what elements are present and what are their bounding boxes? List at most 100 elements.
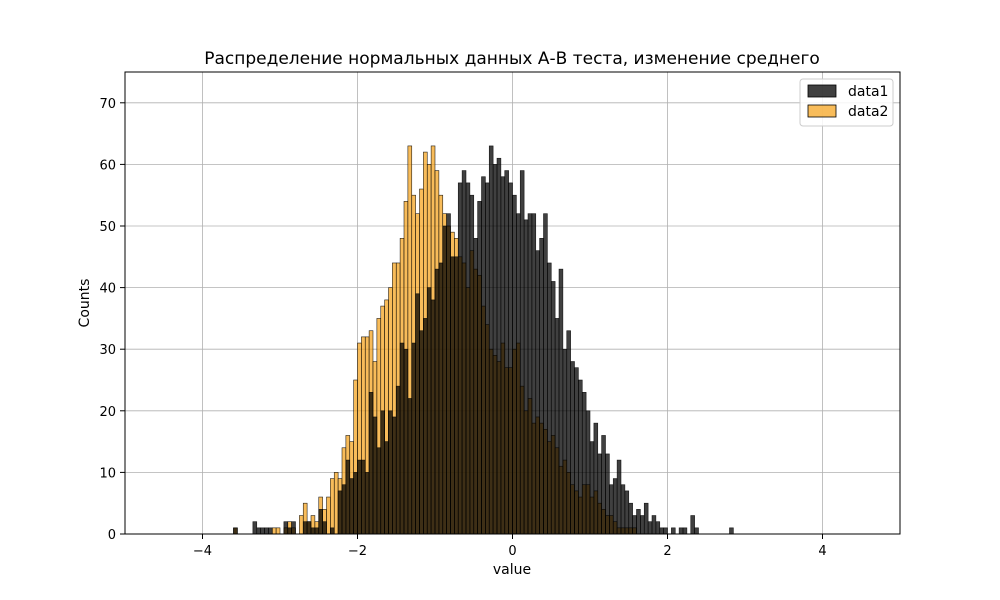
histogram-bar-data1 — [252, 521, 258, 535]
y-tick-label: 70 — [99, 97, 116, 112]
histogram-bar-data1 — [512, 194, 517, 535]
histogram-bar-data1 — [523, 219, 529, 535]
histogram-bar-data1 — [516, 213, 521, 535]
histogram-bar-data2 — [275, 527, 281, 535]
histogram-bar-data1 — [554, 318, 560, 535]
histogram-bar-data1 — [640, 515, 645, 535]
histogram-bar-data1 — [318, 509, 323, 535]
histogram-bar-data1 — [690, 515, 695, 535]
histogram-bar-data1 — [589, 441, 595, 535]
histogram-bar-data1 — [434, 268, 440, 535]
histogram-bar-data1 — [264, 527, 269, 535]
histogram-bar-data1 — [601, 435, 606, 535]
histogram-bar-data1 — [496, 157, 502, 535]
histogram-bar-data1 — [519, 170, 525, 535]
histogram-bar-data1 — [419, 330, 424, 535]
histogram-bar-data1 — [341, 484, 347, 535]
y-tick-label: 30 — [99, 343, 116, 358]
y-tick-label: 40 — [99, 282, 116, 297]
histogram-bar-data1 — [461, 170, 467, 535]
histogram-bar-data1 — [353, 472, 358, 535]
histogram-bar-data1 — [527, 213, 533, 535]
y-tick-label: 50 — [99, 220, 116, 235]
histogram-bar-data1 — [306, 521, 312, 535]
histogram-bar-data1 — [550, 281, 556, 535]
histogram-bar-data1 — [643, 502, 649, 535]
histogram-bar-data1 — [659, 527, 664, 535]
histogram-bar-data1 — [345, 459, 351, 535]
histogram-bar-data1 — [423, 318, 428, 535]
histogram-bar-data1 — [581, 392, 587, 535]
histogram-bar-data1 — [322, 521, 327, 535]
histogram-bar-data1 — [624, 490, 630, 535]
histogram-bar-data1 — [310, 527, 316, 535]
histogram-bar-data1 — [535, 250, 540, 535]
histogram-bar-data1 — [655, 521, 661, 535]
histogram-bar-data1 — [558, 268, 564, 535]
histogram-bar-data2 — [333, 472, 339, 535]
histogram-bar-data1 — [729, 527, 734, 535]
histogram-bar-data1 — [268, 527, 273, 535]
histogram-bar-data1 — [578, 379, 583, 535]
histogram-bar-data1 — [233, 527, 238, 535]
histogram-bar-data1 — [446, 213, 451, 535]
histogram-bar-data1 — [620, 484, 626, 535]
histogram-bar-data1 — [547, 262, 552, 535]
histogram-bar-data1 — [663, 527, 668, 535]
histogram-bar-data1 — [376, 447, 382, 535]
histogram-bar-data1 — [426, 287, 432, 535]
histogram-bar-data2 — [326, 496, 331, 535]
histogram-bar-data1 — [411, 342, 416, 535]
histogram-bar-data1 — [337, 490, 343, 535]
histogram-bar-data1 — [291, 521, 296, 535]
histogram-bar-data1 — [628, 502, 633, 535]
legend-swatch-data2 — [807, 104, 837, 118]
histogram-bar-data1 — [357, 459, 362, 535]
histogram-bar-data2 — [271, 527, 277, 535]
histogram-bar-data1 — [442, 225, 447, 535]
histogram-bar-data1 — [616, 459, 622, 535]
histogram-bar-data1 — [531, 213, 537, 535]
histogram-bar-data1 — [597, 453, 602, 535]
legend: data1 data2 — [799, 78, 894, 127]
histogram-bar-data1 — [454, 256, 459, 535]
histogram-bar-data1 — [469, 194, 475, 535]
legend-label-data2: data2 — [848, 104, 888, 120]
chart-title: Распределение нормальных данных А-В тест… — [204, 49, 820, 69]
histogram-bar-data1 — [364, 472, 370, 535]
y-tick-label: 10 — [99, 466, 116, 481]
histogram-bar-data1 — [330, 527, 335, 535]
y-tick-label: 20 — [99, 405, 116, 420]
y-axis-ticks: 0 10 20 30 40 50 60 70 — [99, 97, 125, 543]
histogram-bar-data1 — [380, 410, 385, 535]
histogram-bar-data1 — [566, 330, 571, 535]
histogram-bar-data1 — [593, 422, 599, 535]
histogram-bar-data1 — [651, 515, 657, 535]
histogram-bar-data1 — [694, 527, 699, 535]
x-tick-label: 2 — [663, 544, 671, 559]
histogram-bar-data1 — [570, 361, 575, 535]
x-axis-label: value — [493, 562, 531, 578]
histogram-bar-data2 — [299, 515, 304, 535]
histogram-bar-data1 — [473, 238, 478, 535]
x-axis-ticks: −4 −2 0 2 4 — [193, 534, 827, 559]
histogram-bar-data1 — [384, 441, 389, 535]
histogram-bar-data1 — [678, 527, 684, 535]
histogram-bar-data1 — [574, 367, 579, 535]
y-axis-label: Counts — [77, 279, 93, 328]
x-tick-label: 0 — [508, 544, 516, 559]
histogram-bar-data1 — [477, 201, 482, 535]
data1-bars — [233, 145, 734, 535]
y-tick-label: 0 — [108, 528, 116, 543]
histogram-bar-data1 — [647, 521, 653, 535]
histogram-bar-data1 — [457, 182, 463, 535]
histogram-bar-data1 — [500, 176, 506, 535]
histogram-bar-data1 — [450, 256, 455, 535]
histogram-bar-data1 — [585, 410, 591, 535]
histogram-bar-data1 — [609, 484, 614, 535]
histogram-bar-data1 — [562, 348, 568, 535]
x-tick-label: −2 — [348, 544, 367, 559]
histogram-bar-data1 — [612, 478, 618, 535]
histogram-bar-data1 — [256, 527, 261, 535]
x-tick-label: 4 — [818, 544, 826, 559]
